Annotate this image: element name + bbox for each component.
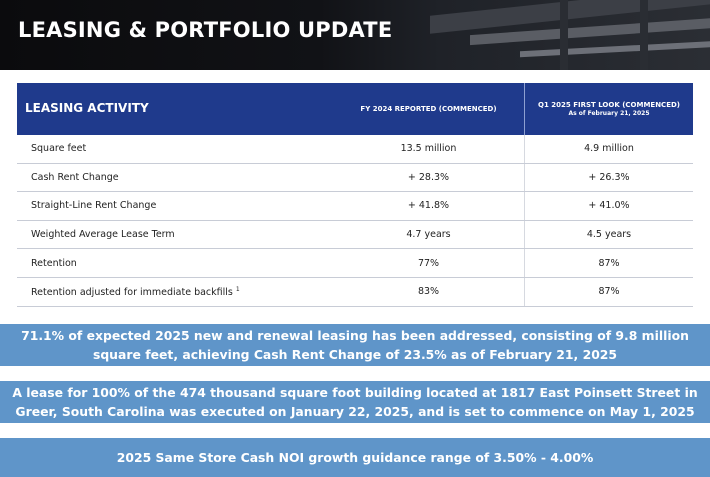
footnote-marker: 1	[235, 285, 240, 293]
row-metric: Weighted Average Lease Term	[31, 229, 175, 241]
column-divider	[524, 249, 525, 277]
leasing-table-body: Square feet 13.5 million 4.9 million Cas…	[17, 135, 693, 307]
row-metric: Straight-Line Rent Change	[31, 200, 157, 212]
row-q1-2025-value: 87%	[598, 257, 620, 269]
leasing-table-header: LEASING ACTIVITY FY 2024 REPORTED (COMME…	[17, 83, 693, 135]
column-header-fy2024-title: FY 2024 REPORTED (COMMENCED)	[360, 105, 497, 113]
column-header-q1-2025: Q1 2025 FIRST LOOK (COMMENCED) As of Feb…	[525, 83, 693, 135]
column-divider	[524, 192, 525, 220]
page-title: LEASING & PORTFOLIO UPDATE	[18, 18, 393, 42]
leasing-addressed-banner: 71.1% of expected 2025 new and renewal l…	[0, 324, 710, 366]
row-metric: Retention adjusted for immediate backfil…	[31, 285, 240, 298]
column-header-q1-2025-title: Q1 2025 FIRST LOOK (COMMENCED)	[538, 101, 680, 109]
building-column-image	[560, 0, 568, 70]
row-q1-2025-value: + 41.0%	[588, 200, 630, 212]
row-q1-2025-value: + 26.3%	[588, 171, 630, 183]
row-fy2024-value: 4.7 years	[406, 229, 451, 241]
table-row: Cash Rent Change + 28.3% + 26.3%	[17, 163, 693, 193]
row-fy2024-value: + 28.3%	[407, 171, 450, 183]
row-q1-2025-value: 87%	[598, 286, 620, 298]
row-fy2024-value: + 41.8%	[407, 200, 450, 212]
table-row: Square feet 13.5 million 4.9 million	[17, 135, 693, 164]
row-metric: Square feet	[31, 143, 87, 155]
row-fy2024-value: 83%	[417, 286, 440, 298]
building-column-image	[640, 0, 648, 70]
table-row: Weighted Average Lease Term 4.7 years 4.…	[17, 220, 693, 250]
table-row: Straight-Line Rent Change + 41.8% + 41.0…	[17, 192, 693, 221]
title-bar: LEASING & PORTFOLIO UPDATE	[0, 0, 710, 70]
row-fy2024-value: 77%	[417, 257, 440, 269]
row-q1-2025-value: 4.5 years	[586, 229, 632, 241]
table-row: Retention adjusted for immediate backfil…	[17, 277, 693, 307]
table-row: Retention 77% 87%	[17, 249, 693, 278]
column-divider	[524, 135, 525, 163]
building-canopy-image-detail	[520, 40, 710, 58]
table-label: LEASING ACTIVITY	[25, 101, 149, 115]
row-metric: Retention	[31, 257, 77, 269]
greer-lease-banner: A lease for 100% of the 474 thousand squ…	[0, 381, 710, 423]
noi-guidance-banner: 2025 Same Store Cash NOI growth guidance…	[0, 438, 710, 477]
column-header-q1-2025-subtitle: As of February 21, 2025	[568, 110, 650, 117]
column-divider	[524, 277, 525, 306]
banner-text: 2025 Same Store Cash NOI growth guidance…	[116, 450, 594, 465]
column-divider	[524, 83, 525, 135]
row-metric: Cash Rent Change	[31, 171, 119, 183]
row-fy2024-value: 13.5 million	[400, 143, 457, 155]
column-divider	[524, 163, 525, 192]
column-divider	[524, 220, 525, 249]
banner-text: A lease for 100% of the 474 thousand squ…	[12, 385, 698, 419]
banner-text: 71.1% of expected 2025 new and renewal l…	[21, 328, 689, 362]
column-header-fy2024: FY 2024 REPORTED (COMMENCED)	[335, 83, 522, 135]
row-q1-2025-value: 4.9 million	[584, 143, 634, 155]
